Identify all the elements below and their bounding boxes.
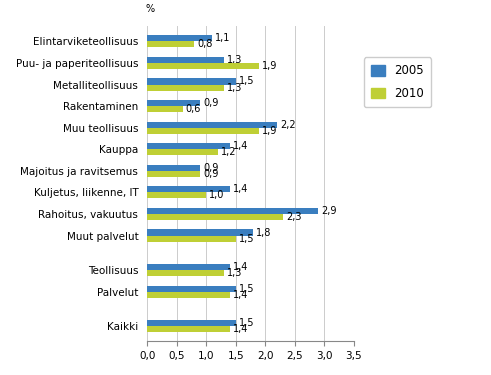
- Text: 0,9: 0,9: [203, 98, 218, 108]
- Text: 2,2: 2,2: [280, 120, 296, 130]
- Text: 0,9: 0,9: [203, 163, 218, 173]
- Text: 1,4: 1,4: [233, 290, 248, 300]
- Text: 1,4: 1,4: [233, 324, 248, 334]
- Bar: [147, 84, 224, 90]
- Bar: [147, 230, 253, 236]
- Bar: [147, 128, 259, 134]
- Text: 1,4: 1,4: [233, 184, 248, 194]
- Bar: [147, 270, 224, 276]
- Bar: [147, 171, 200, 177]
- Text: 1,5: 1,5: [239, 284, 254, 294]
- Text: 1,1: 1,1: [215, 33, 230, 44]
- Bar: [147, 214, 283, 220]
- Bar: [147, 320, 236, 326]
- Bar: [147, 35, 212, 41]
- Bar: [147, 165, 200, 171]
- Text: 1,0: 1,0: [209, 190, 224, 200]
- Bar: [147, 57, 224, 63]
- Text: %: %: [145, 4, 154, 13]
- Text: 0,8: 0,8: [197, 39, 213, 50]
- Text: 1,3: 1,3: [227, 82, 242, 93]
- Text: 1,3: 1,3: [227, 268, 242, 278]
- Bar: [147, 63, 259, 69]
- Bar: [147, 78, 236, 84]
- Bar: [147, 106, 183, 112]
- Text: 2,3: 2,3: [286, 212, 301, 222]
- Text: 1,8: 1,8: [256, 228, 272, 237]
- Bar: [147, 143, 230, 149]
- Text: 1,9: 1,9: [262, 126, 277, 136]
- Bar: [147, 149, 218, 155]
- Bar: [147, 208, 318, 214]
- Text: 1,5: 1,5: [239, 234, 254, 243]
- Bar: [147, 264, 230, 270]
- Bar: [147, 192, 206, 198]
- Bar: [147, 286, 236, 292]
- Text: 1,9: 1,9: [262, 61, 277, 71]
- Text: 1,3: 1,3: [227, 55, 242, 65]
- Bar: [147, 292, 230, 298]
- Text: 1,4: 1,4: [233, 262, 248, 272]
- Bar: [147, 236, 236, 242]
- Text: 0,9: 0,9: [203, 169, 218, 179]
- Text: 2,9: 2,9: [321, 206, 337, 216]
- Text: 1,2: 1,2: [221, 147, 237, 157]
- Bar: [147, 100, 200, 106]
- Bar: [147, 326, 230, 332]
- Bar: [147, 41, 194, 47]
- Text: 1,5: 1,5: [239, 76, 254, 87]
- Legend: 2005, 2010: 2005, 2010: [363, 57, 431, 107]
- Text: 0,6: 0,6: [186, 104, 201, 114]
- Text: 1,5: 1,5: [239, 318, 254, 328]
- Bar: [147, 122, 277, 128]
- Text: 1,4: 1,4: [233, 141, 248, 151]
- Bar: [147, 186, 230, 192]
